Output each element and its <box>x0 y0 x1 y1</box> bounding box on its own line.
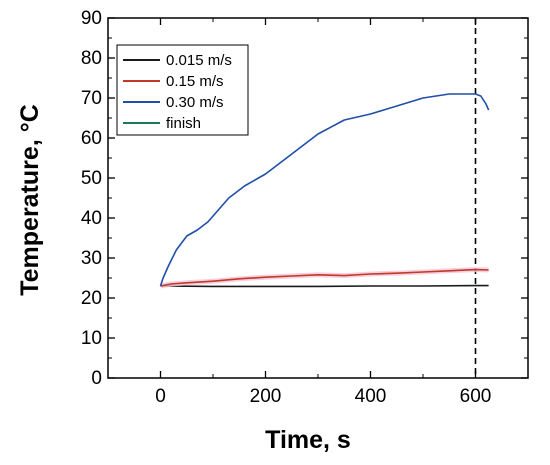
series-line-3 <box>159 93 490 287</box>
y-tick-label: 20 <box>81 288 102 309</box>
x-axis-title: Time, s <box>265 426 351 454</box>
series-layer <box>159 93 490 289</box>
legend: 0.015 m/s 0.15 m/s 0.30 m/s finish <box>116 44 249 136</box>
y-tick-label: 50 <box>81 168 102 189</box>
legend-label: 0.15 m/s <box>166 73 224 90</box>
y-tick-label: 30 <box>81 248 102 269</box>
x-tick-label: 600 <box>460 386 492 407</box>
y-tick-label: 80 <box>81 48 102 69</box>
y-tick-label: 90 <box>81 8 102 29</box>
y-tick-label: 0 <box>91 368 102 389</box>
y-axis-title: Temperature, °C <box>16 104 44 296</box>
plot-area: 0 10 20 30 40 50 60 70 80 90 0 200 400 600 <box>81 8 529 407</box>
series-band-0-15 <box>160 267 489 289</box>
x-tick-label: 400 <box>355 386 387 407</box>
x-tick-label: 200 <box>250 386 282 407</box>
legend-label: finish <box>166 115 201 132</box>
series-line-1 <box>160 284 489 288</box>
series-line-2 <box>160 268 489 287</box>
y-tick-label: 60 <box>81 128 102 149</box>
y-tick-label: 10 <box>81 328 102 349</box>
legend-label: 0.30 m/s <box>166 94 224 111</box>
legend-label: 0.015 m/s <box>166 52 232 69</box>
y-tick-label: 40 <box>81 208 102 229</box>
x-tick-label: 0 <box>155 386 166 407</box>
y-tick-label: 70 <box>81 88 102 109</box>
